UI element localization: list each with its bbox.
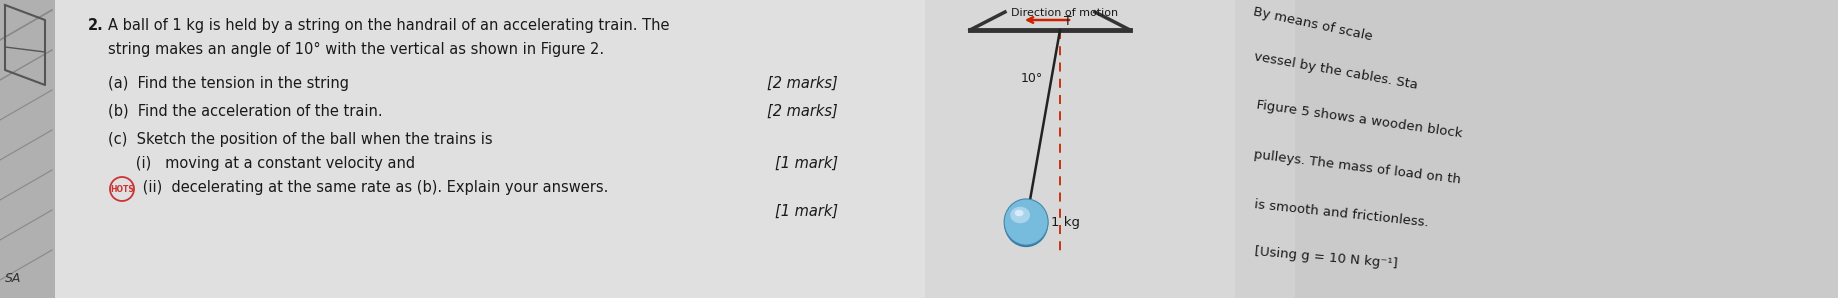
Text: string makes an angle of 10° with the vertical as shown in Figure 2.: string makes an angle of 10° with the ve…	[108, 42, 605, 57]
Ellipse shape	[1004, 199, 1048, 245]
Bar	[0, 0, 55, 298]
Text: vessel by the cables. Sta: vessel by the cables. Sta	[1254, 50, 1419, 91]
Text: [1 mark]: [1 mark]	[776, 156, 838, 171]
Text: Figure 5 shows a wooden block: Figure 5 shows a wooden block	[1254, 98, 1463, 140]
Bar	[1235, 0, 1296, 298]
Text: (c)  Sketch the position of the ball when the trains is: (c) Sketch the position of the ball when…	[108, 132, 493, 147]
Text: (i)   moving at a constant velocity and: (i) moving at a constant velocity and	[108, 156, 415, 171]
Ellipse shape	[1004, 201, 1048, 247]
Text: [2 marks]: [2 marks]	[766, 76, 838, 91]
Text: (b)  Find the acceleration of the train.: (b) Find the acceleration of the train.	[108, 104, 382, 119]
Text: [Using g = 10 N kg⁻¹]: [Using g = 10 N kg⁻¹]	[1254, 245, 1399, 271]
Ellipse shape	[1011, 207, 1029, 223]
Text: T: T	[1064, 15, 1072, 28]
Bar	[55, 0, 925, 298]
Text: (a)  Find the tension in the string: (a) Find the tension in the string	[108, 76, 349, 91]
Bar	[1235, 0, 1838, 298]
Text: A ball of 1 kg is held by a string on the handrail of an accelerating train. The: A ball of 1 kg is held by a string on th…	[108, 18, 669, 33]
Text: (ii)  decelerating at the same rate as (b). Explain your answers.: (ii) decelerating at the same rate as (b…	[138, 180, 608, 195]
Text: is smooth and frictionless.: is smooth and frictionless.	[1254, 198, 1430, 229]
Text: SA: SA	[6, 272, 22, 285]
Ellipse shape	[1015, 210, 1024, 216]
Text: 1 kg: 1 kg	[1051, 215, 1081, 229]
Text: Direction of motion: Direction of motion	[1011, 8, 1119, 18]
Text: [2 marks]: [2 marks]	[766, 104, 838, 119]
Text: pulleys. The mass of load on th: pulleys. The mass of load on th	[1254, 148, 1461, 186]
Bar	[925, 0, 1235, 298]
Text: By means of scale: By means of scale	[1252, 5, 1380, 44]
Text: 2.: 2.	[88, 18, 103, 33]
Text: [1 mark]: [1 mark]	[776, 204, 838, 219]
Text: 10°: 10°	[1020, 72, 1044, 85]
Text: HOTS: HOTS	[110, 184, 134, 193]
